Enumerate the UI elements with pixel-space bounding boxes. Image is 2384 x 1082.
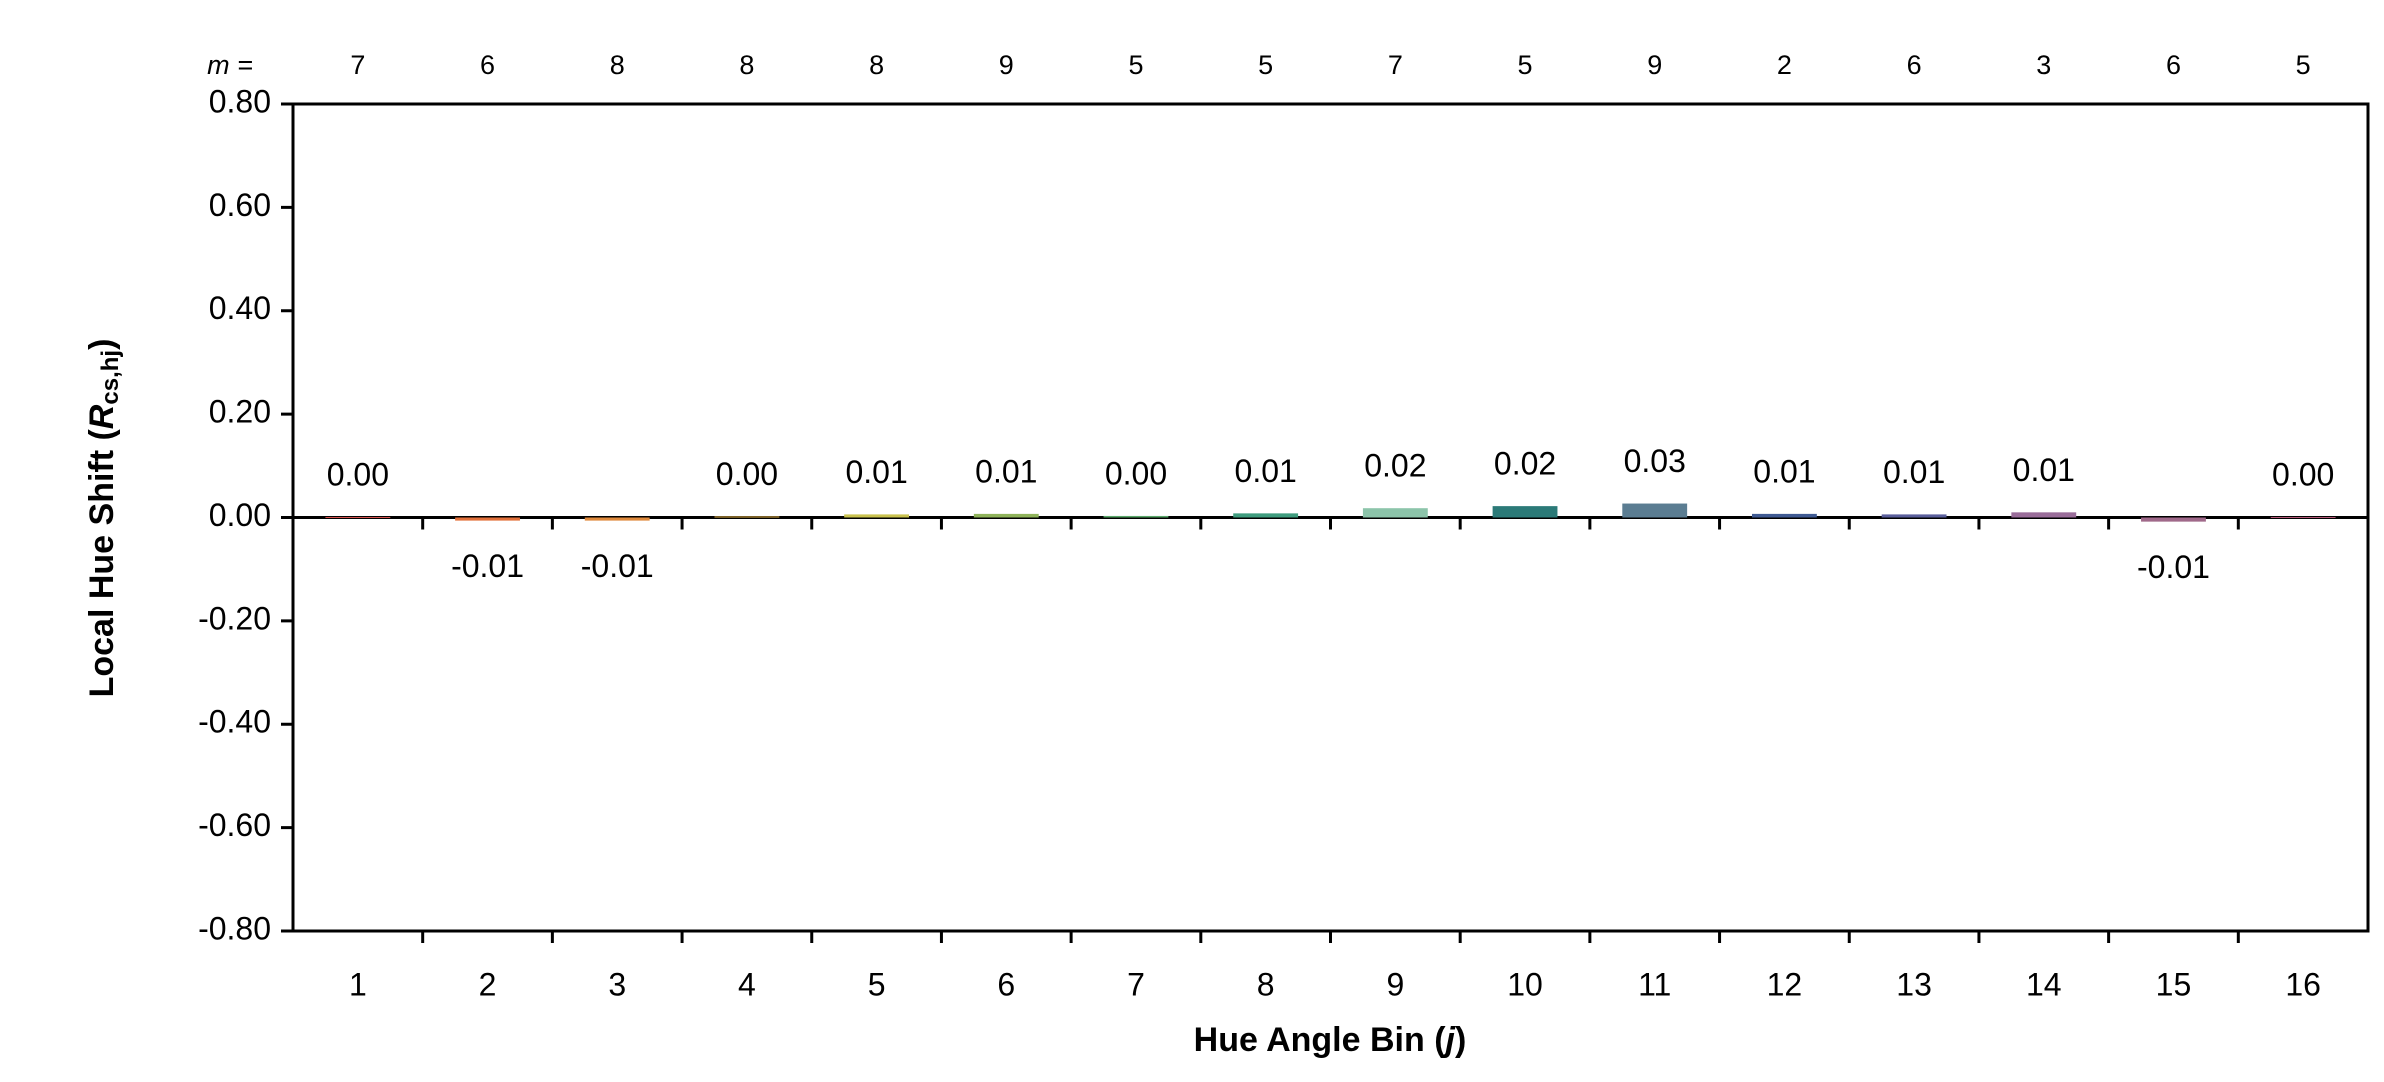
x-tick-label: 12 xyxy=(1767,966,1803,1002)
count-label: 2 xyxy=(1777,50,1792,80)
count-label: 5 xyxy=(1128,50,1143,80)
x-tick-label: 10 xyxy=(1507,966,1543,1002)
x-tick-label: 6 xyxy=(997,966,1015,1002)
y-tick-label: 0.40 xyxy=(209,290,271,326)
x-tick-label: 2 xyxy=(479,966,497,1002)
y-tick-label: -0.60 xyxy=(198,807,271,843)
value-label: 0.01 xyxy=(845,454,907,490)
y-title-text: Local Hue Shift ( xyxy=(83,429,121,698)
x-tick-label: 16 xyxy=(2285,966,2321,1002)
value-label: 0.01 xyxy=(975,453,1037,489)
x-tick-label: 3 xyxy=(608,966,626,1002)
x-tick-label: 1 xyxy=(349,966,367,1002)
value-label: 0.00 xyxy=(716,456,778,492)
x-tick-label: 15 xyxy=(2156,966,2192,1002)
value-label: -0.01 xyxy=(451,548,524,584)
x-tick-label: 14 xyxy=(2026,966,2062,1002)
bar xyxy=(1622,503,1688,518)
y-title-end: ) xyxy=(83,339,121,350)
bar xyxy=(714,516,780,518)
bar xyxy=(2011,512,2077,518)
counts-label: m = xyxy=(207,50,253,80)
x-tick-label: 5 xyxy=(868,966,886,1002)
bar xyxy=(973,513,1039,518)
count-label: 3 xyxy=(2036,50,2051,80)
count-label: 5 xyxy=(1258,50,1273,80)
value-label: 0.00 xyxy=(1105,455,1167,491)
value-label: 0.03 xyxy=(1624,443,1686,479)
count-label: 7 xyxy=(350,50,365,80)
x-tick-label: 13 xyxy=(1896,966,1932,1002)
count-label: 7 xyxy=(1388,50,1403,80)
count-label: 8 xyxy=(610,50,625,80)
y-tick-label: 0.20 xyxy=(209,394,271,430)
bar xyxy=(1103,515,1169,518)
value-label: 0.01 xyxy=(2013,452,2075,488)
bar xyxy=(1751,513,1817,518)
x-title-text: Hue Angle Bin ( xyxy=(1194,1021,1447,1059)
y-tick-label: -0.20 xyxy=(198,600,271,636)
count-label: 5 xyxy=(2296,50,2311,80)
y-title-var: R xyxy=(83,404,121,429)
x-title-var: j xyxy=(1442,1021,1457,1059)
y-tick-label: -0.80 xyxy=(198,910,271,946)
value-label: 0.01 xyxy=(1235,453,1297,489)
x-tick-label: 9 xyxy=(1386,966,1404,1002)
y-tick-label: 0.60 xyxy=(209,187,271,223)
bar xyxy=(325,516,391,518)
x-tick-label: 4 xyxy=(738,966,756,1002)
value-label: 0.02 xyxy=(1494,446,1556,482)
value-label: -0.01 xyxy=(581,548,654,584)
count-label: 6 xyxy=(1907,50,1922,80)
bar xyxy=(1881,514,1947,518)
count-label: 9 xyxy=(1647,50,1662,80)
x-tick-label: 11 xyxy=(1638,966,1671,1002)
bar xyxy=(584,517,650,521)
value-label: 0.01 xyxy=(1883,454,1945,490)
y-tick-label: 0.80 xyxy=(209,83,271,119)
y-title-sub: cs,hj xyxy=(97,350,124,405)
bar xyxy=(1492,506,1558,518)
bar xyxy=(1362,508,1428,518)
count-label: 5 xyxy=(1518,50,1533,80)
count-label: 9 xyxy=(999,50,1014,80)
count-label: 8 xyxy=(739,50,754,80)
x-tick-label: 8 xyxy=(1257,966,1275,1002)
value-label: 0.02 xyxy=(1364,448,1426,484)
bar xyxy=(2270,516,2336,518)
value-label: -0.01 xyxy=(2137,549,2210,585)
value-label: 0.01 xyxy=(1753,453,1815,489)
value-label: 0.00 xyxy=(2272,456,2334,492)
y-tick-label: -0.40 xyxy=(198,704,271,740)
count-label: 6 xyxy=(2166,50,2181,80)
bar xyxy=(2141,517,2206,522)
x-tick-label: 7 xyxy=(1127,966,1145,1002)
bar xyxy=(1233,513,1299,518)
x-title-end: ) xyxy=(1455,1021,1466,1059)
count-label: 8 xyxy=(869,50,884,80)
count-label: 6 xyxy=(480,50,495,80)
value-label: 0.00 xyxy=(327,456,389,492)
bar xyxy=(455,517,520,521)
y-axis-title: Local Hue Shift (Rcs,hj) xyxy=(83,339,124,698)
y-tick-label: 0.00 xyxy=(209,497,271,533)
x-axis-title: Hue Angle Bin (j) xyxy=(1194,1021,1467,1059)
bar xyxy=(844,514,910,518)
